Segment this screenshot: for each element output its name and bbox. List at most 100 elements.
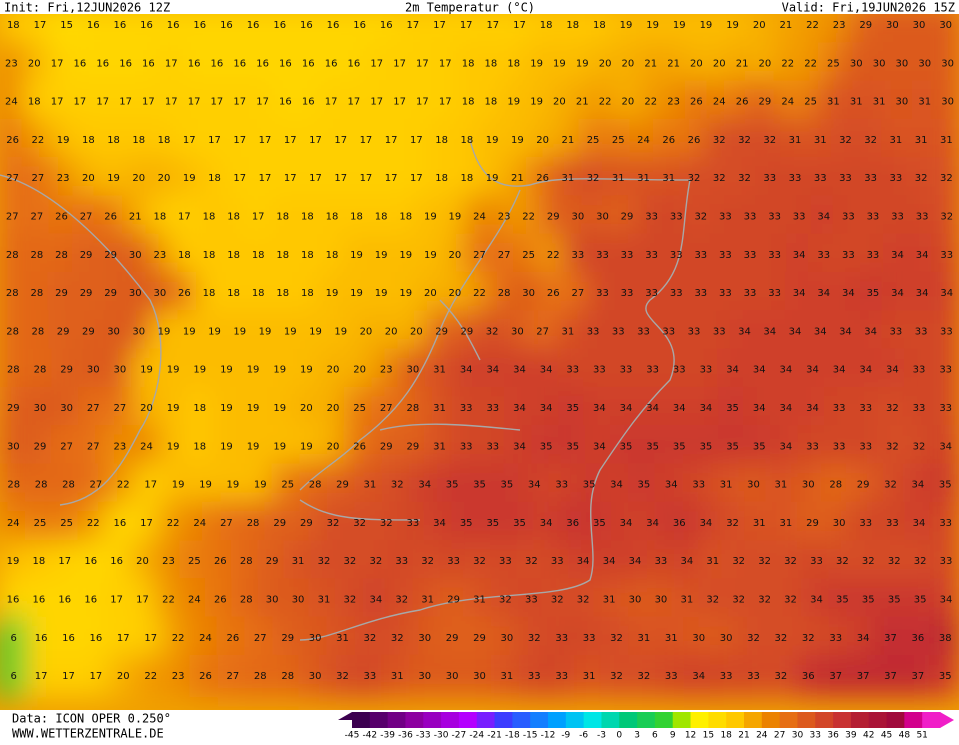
temperature-cell	[243, 271, 273, 315]
temperature-cell	[823, 14, 855, 47]
temperature-cell	[440, 233, 470, 276]
temperature-value: 27	[380, 403, 393, 414]
temperature-cell	[755, 118, 785, 162]
temperature-cell	[397, 501, 429, 545]
temperature-value: 19	[375, 250, 388, 261]
temperature-value: 17	[513, 20, 526, 31]
temperature-value: 35	[593, 518, 606, 529]
temperature-cell	[264, 386, 296, 430]
temperature-cell	[612, 233, 642, 276]
temperature-value: 28	[254, 671, 267, 682]
temperature-value: 28	[55, 250, 68, 261]
temperature-value: 19	[7, 556, 20, 567]
temperature-value: 32	[802, 633, 815, 644]
colorbar-swatch	[726, 712, 745, 728]
temperature-cell	[22, 233, 52, 276]
temperature-value: 19	[350, 288, 363, 299]
temperature-value: 37	[912, 671, 925, 682]
temperature-value: 18	[276, 250, 289, 261]
temperature-value: 22	[87, 518, 100, 529]
temperature-cell	[797, 42, 824, 85]
temperature-value: 35	[566, 403, 579, 414]
temperature-value: 18	[301, 212, 314, 223]
temperature-cell	[465, 233, 494, 276]
temperature-cell	[850, 386, 882, 430]
colorbar-swatch	[815, 712, 834, 728]
temperature-value: 19	[700, 20, 713, 31]
temperature-value: 31	[292, 556, 305, 567]
temperature-cell	[743, 386, 775, 430]
temperature-cell	[797, 80, 824, 123]
temperature-cell	[386, 42, 413, 85]
temperature-value: 17	[90, 671, 103, 682]
temperature-cell	[244, 463, 276, 506]
temperature-cell	[25, 654, 57, 698]
temperature-cell	[96, 271, 125, 315]
temperature-cell	[538, 271, 568, 315]
temperature-value: 34	[814, 326, 827, 337]
temperature-cell	[80, 616, 112, 659]
temperature-value: 19	[259, 326, 272, 337]
temperature-value: 32	[344, 595, 357, 606]
temperature-cell	[376, 118, 406, 162]
temperature-cell	[231, 540, 262, 583]
temperature-cell	[52, 463, 85, 506]
temperature-value: 24	[473, 212, 486, 223]
temperature-value: 33	[833, 403, 846, 414]
temperature-cell	[584, 501, 615, 545]
colorbar-swatch	[405, 712, 424, 728]
temperature-value: 34	[763, 326, 776, 337]
temperature-value: 29	[857, 480, 870, 491]
temperature-cell	[588, 233, 617, 276]
temperature-value: 17	[360, 173, 373, 184]
temperature-cell	[774, 80, 802, 123]
temperature-cell	[0, 14, 29, 47]
temperature-value: 34	[540, 365, 553, 376]
temperature-value: 17	[259, 135, 272, 146]
temperature-cell	[376, 310, 406, 353]
temperature-cell	[334, 578, 365, 621]
temperature-cell	[704, 310, 734, 353]
temperature-cell	[584, 386, 615, 430]
temperature-value: 30	[886, 20, 899, 31]
temperature-value: 27	[114, 403, 127, 414]
colorbar-swatch	[637, 712, 656, 728]
temperature-cell	[514, 195, 543, 238]
temperature-cell	[911, 42, 939, 85]
temperature-cell	[401, 118, 432, 162]
temperature-value: 27	[6, 173, 19, 184]
temperature-cell	[89, 42, 117, 85]
temperature-value: 34	[891, 250, 904, 261]
temperature-cell	[237, 425, 269, 468]
temperature-cell	[931, 578, 959, 621]
temperature-cell	[477, 310, 507, 353]
temperature-value: 29	[57, 326, 70, 337]
temperature-value: 33	[621, 288, 634, 299]
temperature-cell	[409, 616, 441, 659]
temperature-value: 30	[918, 58, 931, 69]
temperature-value: 20	[449, 288, 462, 299]
temperature-value: 29	[447, 595, 460, 606]
temperature-cell	[823, 386, 855, 430]
temperature-cell	[735, 271, 765, 315]
temperature-cell	[654, 310, 684, 353]
colorbar-label: -15	[523, 731, 538, 741]
temperature-cell	[104, 425, 136, 468]
temperature-cell	[697, 540, 728, 583]
temperature-cell	[317, 233, 347, 276]
temperature-cell	[450, 425, 482, 468]
temperature-value: 25	[188, 556, 201, 567]
temperature-cell	[557, 386, 589, 430]
temperature-value: 30	[501, 633, 514, 644]
temperature-cell	[690, 14, 722, 47]
temperature-value: 31	[915, 135, 928, 146]
colorbar-label: -12	[541, 731, 556, 741]
temperature-cell	[663, 348, 695, 391]
temperature-cell	[370, 348, 402, 391]
temperature-value: 27	[31, 173, 44, 184]
temperature-cell	[877, 348, 908, 391]
temperature-value: 28	[498, 288, 511, 299]
colorbar-label: 9	[670, 731, 676, 741]
temperature-cell	[903, 14, 935, 47]
temperature-value: 31	[603, 595, 616, 606]
